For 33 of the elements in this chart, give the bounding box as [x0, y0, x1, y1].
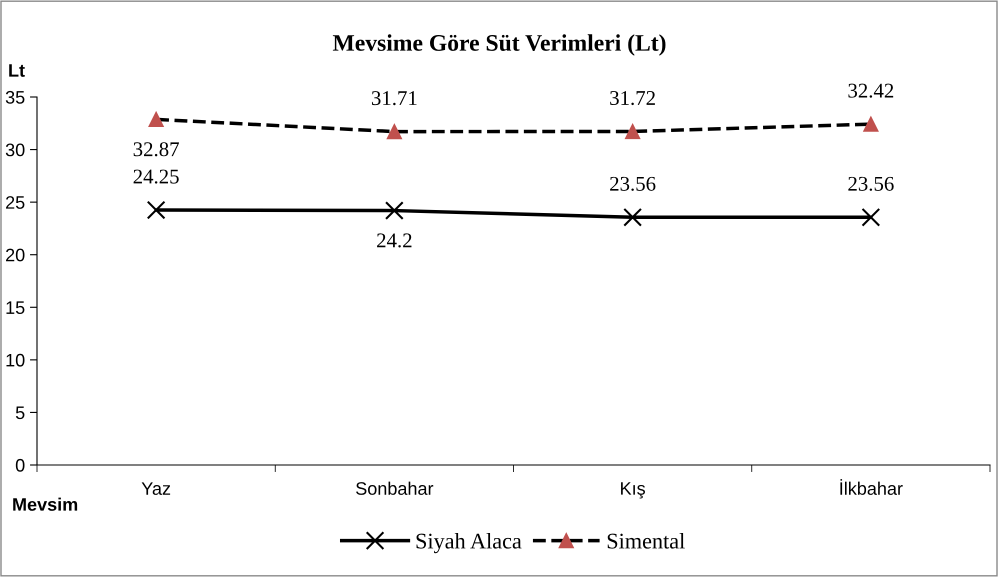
data-label: 23.56: [610, 176, 656, 191]
data-label: 31.72: [610, 91, 655, 106]
legend-label: Siyah Alaca: [416, 532, 522, 554]
point: [624, 124, 640, 140]
point: [148, 112, 164, 128]
data-label: 24.2: [377, 233, 412, 248]
x-tick-label: Sonbahar: [356, 482, 434, 495]
legend-label: Simental: [608, 532, 685, 549]
data-label: 31.71: [372, 91, 417, 106]
y-tick-label: 5: [16, 406, 24, 420]
y-tick-label: 0: [16, 458, 24, 472]
data-label: 32.42: [848, 84, 894, 98]
point: [623, 208, 642, 227]
data-label: 23.56: [848, 176, 894, 191]
y-tick-label: 35: [6, 90, 24, 104]
y-tick-label: 10: [6, 354, 24, 367]
x-tick-label: İlkbahar: [840, 479, 903, 495]
y-tick-label: 20: [6, 248, 24, 262]
point: [861, 208, 880, 227]
y-tick-label: 15: [6, 301, 24, 314]
x-axis-title: Mevsim: [13, 498, 78, 511]
y-tick-label: 30: [6, 144, 24, 156]
point: [386, 124, 402, 140]
point: [146, 200, 166, 220]
data-label: 32.87: [134, 142, 179, 156]
y-tick-label: 25: [6, 196, 24, 209]
y-axis-title: Lt: [9, 64, 25, 77]
data-label: 24.25: [134, 170, 179, 184]
x-tick-label: Yaz: [142, 482, 170, 495]
chart-title: Mevsime Göre Süt Verimleri (Lt): [332, 34, 666, 56]
point: [384, 201, 404, 220]
x-tick-label: Kış: [621, 482, 646, 498]
point: [863, 116, 879, 132]
